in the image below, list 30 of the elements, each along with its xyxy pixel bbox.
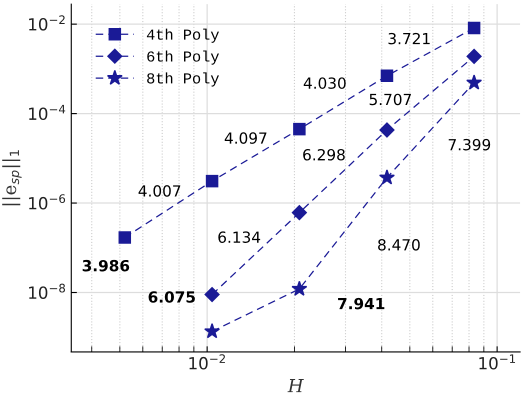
point <box>466 74 482 90</box>
legend-label: 8th Poly <box>147 72 219 87</box>
x-tick-label: 10$^{−1}$ <box>479 354 516 370</box>
annotation: 4.030 <box>304 77 346 89</box>
y-tick-label: 10$^{−2}$ <box>29 15 65 31</box>
point <box>204 286 220 302</box>
annotation: 8.470 <box>378 239 420 251</box>
x-axis-title: H <box>288 379 304 392</box>
annotation: 6.134 <box>218 231 260 243</box>
point <box>204 323 220 338</box>
annotation: 6.075 <box>148 291 195 303</box>
legend-label: 4th Poly <box>146 28 219 43</box>
annotation: 4.097 <box>224 132 266 144</box>
annotation: 3.721 <box>388 32 430 44</box>
point <box>379 169 395 185</box>
annotation: 7.941 <box>338 298 384 310</box>
y-tick-label: 10$^{−6}$ <box>29 194 66 210</box>
annotation: 3.986 <box>82 260 130 272</box>
point <box>292 205 307 220</box>
y-tick-label: 10$^{−8}$ <box>29 284 66 299</box>
point <box>291 280 308 296</box>
y-tick-label: 10$^{−4}$ <box>29 104 66 120</box>
annotation: 4.007 <box>138 185 180 197</box>
annotation: 7.399 <box>448 138 490 150</box>
annotation: 5.707 <box>370 94 411 106</box>
annotation: 6.298 <box>303 148 345 161</box>
point <box>379 122 395 138</box>
point <box>466 48 482 64</box>
legend-label: 6th Poly <box>147 50 219 65</box>
y-axis-title: ||e$_{sp}$||$_{1}$ <box>2 150 22 206</box>
